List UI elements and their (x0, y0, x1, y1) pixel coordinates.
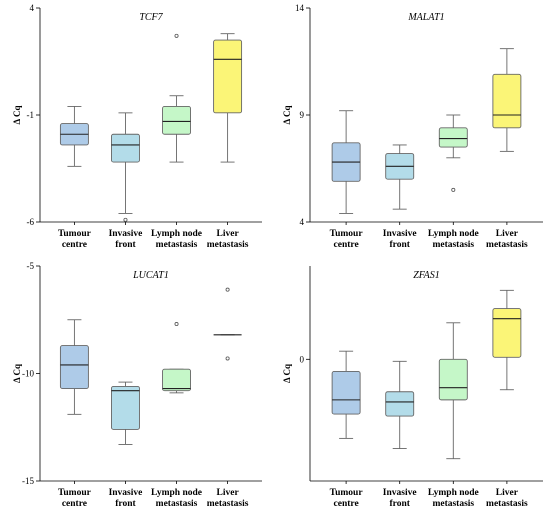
box-iqr (213, 39, 243, 114)
category-label: Lymph node (428, 229, 479, 239)
category-label: Liver (217, 488, 240, 498)
y-axis-label: Δ Cq (12, 364, 22, 383)
category-label: Invasive (109, 229, 143, 239)
chart-title: LUCAT1 (132, 270, 169, 281)
outlier-point (225, 356, 230, 361)
box-iqr (59, 345, 89, 389)
outlier-point (123, 217, 128, 222)
y-tick-label: 0 (300, 354, 305, 364)
category-label: metastasis (156, 499, 198, 506)
box-iqr (492, 73, 522, 129)
y-tick-label: 14 (295, 3, 305, 13)
chart-title: TCF7 (139, 12, 163, 23)
y-axis-label: Δ Cq (282, 106, 292, 125)
category-label: Tumour (58, 488, 92, 498)
category-label: Lymph node (428, 488, 479, 498)
box-iqr (331, 371, 361, 415)
category-label: metastasis (432, 499, 474, 506)
category-label: metastasis (486, 499, 528, 506)
category-label: metastasis (207, 240, 249, 250)
y-axis-label: Δ Cq (12, 106, 22, 125)
category-label: Liver (217, 229, 240, 239)
category-label: front (390, 240, 411, 250)
box-iqr (111, 133, 140, 163)
category-label: Invasive (383, 229, 417, 239)
y-tick-label: -6 (27, 217, 35, 227)
category-label: metastasis (207, 499, 249, 506)
category-label: centre (62, 499, 87, 506)
y-tick-label: 4 (30, 3, 35, 13)
category-label: Tumour (58, 229, 92, 239)
category-label: metastasis (486, 240, 528, 250)
box-iqr (162, 105, 191, 135)
category-label: front (115, 499, 136, 506)
category-label: Tumour (330, 488, 364, 498)
category-label: Invasive (109, 488, 143, 498)
chart-title: ZFAS1 (413, 270, 440, 281)
category-label: front (115, 240, 136, 250)
box-iqr (162, 368, 191, 392)
outlier-point (225, 287, 230, 292)
category-label: Tumour (330, 229, 364, 239)
y-tick-label: -10 (22, 369, 34, 379)
category-label: centre (334, 240, 359, 250)
category-label: Liver (496, 488, 519, 498)
outlier-point (174, 322, 179, 327)
outlier-point (451, 187, 456, 192)
box-iqr (111, 385, 140, 430)
y-tick-label: -1 (27, 110, 35, 120)
category-label: Lymph node (151, 488, 202, 498)
category-label: metastasis (432, 240, 474, 250)
category-label: centre (62, 240, 87, 250)
box-iqr (438, 358, 468, 401)
y-tick-label: -15 (22, 476, 34, 486)
category-label: Liver (496, 229, 519, 239)
category-label: metastasis (156, 240, 198, 250)
y-tick-label: -5 (27, 261, 35, 271)
y-axis-label: Δ Cq (282, 364, 292, 383)
outlier-point (174, 33, 179, 38)
y-tick-label: 9 (300, 110, 305, 120)
y-tick-label: 4 (300, 217, 305, 227)
category-label: front (390, 499, 411, 506)
category-label: centre (334, 499, 359, 506)
box-iqr (385, 391, 415, 417)
category-label: Invasive (383, 488, 417, 498)
chart-title: MALAT1 (407, 12, 444, 23)
box-iqr (492, 308, 522, 358)
category-label: Lymph node (151, 229, 202, 239)
box-iqr (438, 127, 468, 148)
